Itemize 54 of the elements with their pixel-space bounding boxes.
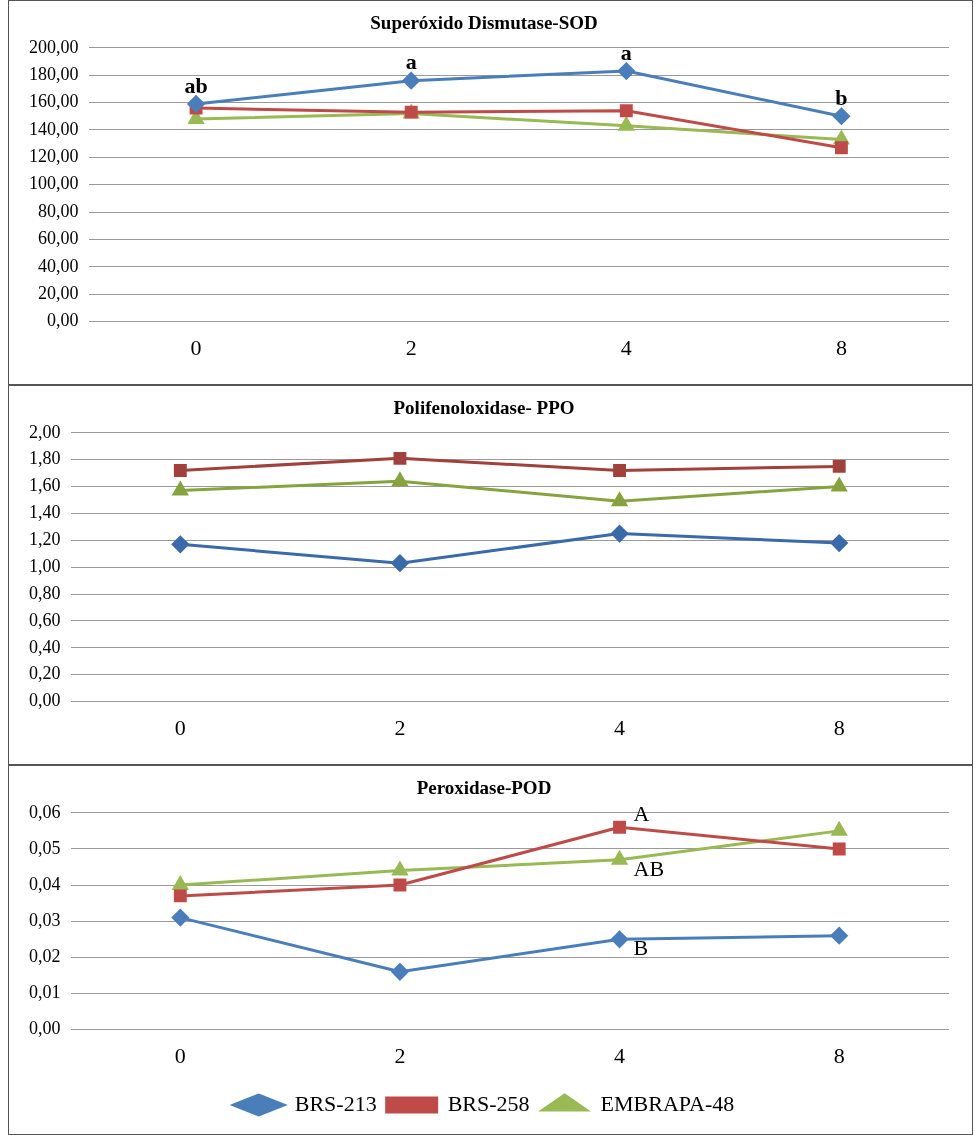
y-tick-label: 1,40: [29, 502, 61, 523]
annotation: A: [633, 801, 650, 827]
x-tick-label: 2: [394, 1042, 406, 1068]
annotation: AB: [633, 855, 665, 881]
y-tick-label: 1,20: [29, 529, 61, 550]
y-tick-label: 40,00: [38, 255, 79, 276]
chart-title: Peroxidase-POD: [416, 777, 552, 799]
chart-title: Superóxido Dismutase-SOD: [370, 12, 598, 34]
y-tick-label: 200,00: [29, 36, 79, 57]
x-tick-label: 2: [394, 714, 406, 740]
y-tick-label: 1,60: [29, 475, 61, 496]
y-tick-label: 0,80: [29, 582, 61, 603]
y-tick-label: 0,20: [29, 663, 61, 684]
y-tick-label: 0,40: [29, 636, 61, 657]
legend-label: EMBRAPA-48: [600, 1090, 735, 1116]
y-tick-label: 0,60: [29, 609, 61, 630]
annotation: ab: [184, 72, 208, 98]
x-tick-label: 0: [190, 334, 202, 360]
annotation: a: [405, 49, 417, 75]
annotation: a: [620, 39, 632, 65]
x-tick-label: 0: [174, 1042, 186, 1068]
x-tick-label: 4: [614, 1042, 626, 1068]
legend-label: BRS-258: [447, 1090, 530, 1116]
chart-title: Polifenoloxidase- PPO: [393, 397, 575, 419]
y-tick-label: 0,00: [47, 310, 79, 331]
x-tick-label: 0: [174, 714, 186, 740]
x-tick-label: 8: [835, 334, 847, 360]
y-tick-label: 140,00: [29, 118, 79, 139]
y-tick-label: 0,06: [29, 801, 61, 822]
y-tick-label: 0,00: [29, 1018, 61, 1039]
y-tick-label: 120,00: [29, 146, 79, 167]
y-tick-label: 0,00: [29, 690, 61, 711]
y-tick-label: 0,04: [29, 873, 61, 894]
y-tick-label: 2,00: [29, 421, 61, 442]
y-tick-label: 1,00: [29, 555, 61, 576]
y-tick-label: 0,03: [29, 909, 61, 930]
annotation: B: [633, 935, 649, 961]
x-tick-label: 8: [833, 1042, 845, 1068]
y-tick-label: 20,00: [38, 282, 79, 303]
x-tick-label: 2: [405, 334, 417, 360]
legend-label: BRS-213: [294, 1090, 377, 1116]
y-tick-label: 0,05: [29, 837, 61, 858]
y-tick-label: 1,80: [29, 448, 61, 469]
x-tick-label: 4: [614, 714, 626, 740]
y-tick-label: 0,02: [29, 946, 61, 967]
y-tick-label: 160,00: [29, 91, 79, 112]
annotation: b: [835, 84, 848, 110]
y-tick-label: 60,00: [38, 228, 79, 249]
x-tick-label: 4: [620, 334, 632, 360]
y-tick-label: 0,01: [29, 982, 61, 1003]
y-tick-label: 180,00: [29, 63, 79, 84]
y-tick-label: 100,00: [29, 173, 79, 194]
y-tick-label: 80,00: [38, 200, 79, 221]
x-tick-label: 8: [833, 714, 845, 740]
